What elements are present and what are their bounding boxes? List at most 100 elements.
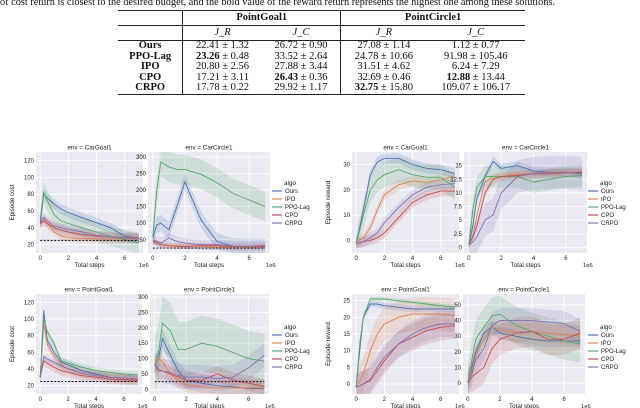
y-axis-label: Episode reward [325, 322, 332, 366]
x-tick-label: 0 [39, 256, 43, 262]
x-tick-label: 4 [94, 397, 98, 403]
x-tick-label: 2 [383, 256, 387, 262]
metric-std: ± 0.46 [383, 71, 411, 83]
chart-panel: 0 2 4 6 20 40 60 80 100 120 env = PointGoal1 Total … [9, 287, 148, 408]
series-line-ppo-lag [467, 313, 581, 384]
series-band-ppo-lag [467, 295, 581, 394]
series-line-ppo-lag [152, 161, 266, 237]
series-band-cpo [40, 355, 138, 386]
x-tick-label: 6 [122, 397, 126, 403]
metric-std: ± 3.44 [300, 61, 328, 73]
x-tick-label: 4 [95, 256, 99, 262]
series-band-crpo [40, 213, 139, 243]
x-axis-label: Total steps [194, 262, 224, 269]
series-line-crpo [467, 320, 581, 384]
series-band-ppo-lag [356, 157, 455, 253]
x-tick-label: 2 [500, 256, 504, 262]
y-tick-label: 0 [347, 238, 351, 244]
series-line-ipo [154, 357, 265, 389]
x-tick-label: 0 [467, 256, 471, 262]
metric-cell: 26.43 ± 0.36 [262, 71, 341, 84]
y-tick-label: 0 [347, 382, 351, 388]
metric-cell: 20.80 ± 2.56 [182, 61, 262, 73]
y-tick-label: 200 [136, 188, 147, 194]
metric-std: ± 0.90 [300, 40, 328, 51]
x-axis-label: Total steps [74, 403, 104, 408]
legend-entry: Ours [285, 333, 298, 339]
x-tick-label: 2 [383, 397, 387, 403]
metric-value: 29.92 [274, 82, 299, 94]
metric-std: ± 13.44 [472, 71, 505, 83]
series-band-cpo [154, 357, 265, 394]
metric-cell: 17.78 ± 0.22 [182, 83, 262, 95]
metric-std: ± 4.62 [383, 61, 411, 73]
metric-cell: 31.51 ± 4.62 [340, 61, 427, 73]
table-row: Ours 22.41 ± 1.32 26.72 ± 0.90 27.08 ± 1.14… [118, 40, 525, 52]
legend: algo Ours IPO PPO-Lag CPO CRPO [588, 324, 626, 371]
x-axis-label: Total steps [390, 403, 420, 408]
metric-cell: 1.12 ± 0.77 [426, 40, 525, 52]
metric-cell: 27.88 ± 3.44 [262, 61, 341, 73]
algo-label: CRPO [118, 83, 183, 95]
legend-title: algo [600, 324, 612, 331]
series-band-ppo-lag [152, 152, 266, 252]
metric-cell: 109.07 ± 106.17 [426, 83, 525, 95]
series-line-ipo [355, 313, 455, 388]
metric-cell: 22.41 ± 1.32 [182, 40, 262, 52]
x-tick-label: 0 [355, 256, 359, 262]
series-line-crpo [468, 171, 583, 246]
y-tick-label: 20 [343, 315, 350, 321]
x-tick-label: 2 [183, 256, 187, 262]
legend-entry: CRPO [285, 365, 303, 371]
env-header: PointGoal1 [182, 10, 341, 26]
series-line-ppo-lag [355, 298, 455, 388]
chart-panel: 0 2 4 6 50 100 150 200 250 300 env = CarCircle1 Tot… [136, 145, 276, 270]
series-band-crpo [40, 353, 138, 383]
metric-cell: 32.69 ± 0.46 [340, 71, 427, 84]
metric-std: ± 0.36 [300, 71, 328, 83]
series-line-ipo [467, 326, 581, 384]
metric-cell: 27.08 ± 1.14 [340, 40, 427, 52]
x-tick-label: 6 [439, 397, 443, 403]
metric-header: J_C [261, 25, 341, 41]
legend-entry: PPO-Lag [601, 349, 626, 355]
legend-entry: IPO [285, 197, 296, 203]
metric-value: 6.24 [451, 61, 471, 73]
y-tick-label: 60 [27, 209, 34, 215]
metric-std: ± 1.17 [300, 82, 328, 94]
y-axis-label: Episode reward [325, 180, 332, 224]
legend-entry: PPO-Lag [285, 349, 310, 355]
y-tick-label: 25 [343, 299, 350, 305]
chart-title: env = CarCircle1 [185, 145, 233, 152]
x-tick-label: 2 [67, 256, 71, 262]
series-line-cpo [467, 331, 581, 384]
y-tick-label: 50 [139, 238, 146, 244]
metric-std: ± 1.14 [383, 40, 411, 51]
metric-cell: 91.98 ± 105.46 [426, 51, 525, 63]
metric-std: ± 2.64 [300, 50, 328, 62]
series-band-crpo [356, 310, 455, 394]
metric-value: 24.78 [354, 50, 379, 62]
legend: algo Ours IPO PPO-Lag CPO CRPO [588, 180, 626, 227]
y-tick-label: 250 [138, 310, 149, 316]
y-tick-label: 30 [343, 163, 350, 169]
series-line-cpo [39, 359, 138, 382]
metric-cell: 17.21 ± 3.11 [182, 72, 262, 84]
metric-header: J_R [182, 25, 262, 41]
y-tick-label: 20 [27, 384, 34, 390]
y-tick-label: 80 [27, 334, 34, 340]
series-line-cpo [468, 171, 583, 245]
x-tick-label: 4 [532, 256, 536, 262]
series-band-ours [154, 329, 265, 394]
legend-entry: IPO [601, 197, 612, 203]
metric-std: ± 10.66 [380, 50, 413, 62]
chart-title: env = PointGoal1 [381, 287, 430, 294]
y-tick-label: 100 [24, 175, 35, 181]
series-band-ipo [40, 318, 138, 385]
metric-cell: 32.75 ± 15.80 [340, 83, 427, 95]
y-tick-label: 300 [136, 155, 147, 161]
series-band-cpo [40, 216, 139, 243]
plot-background [463, 294, 585, 394]
y-tick-label: 40 [454, 319, 461, 325]
